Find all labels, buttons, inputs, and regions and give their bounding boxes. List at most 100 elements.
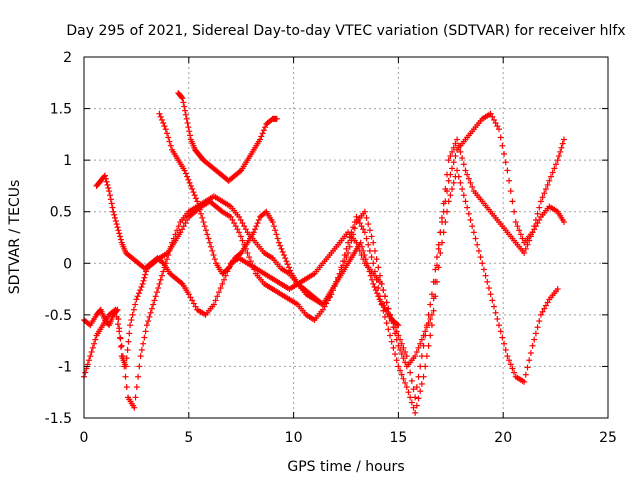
data-point bbox=[534, 210, 541, 217]
data-point bbox=[449, 186, 456, 193]
data-point bbox=[283, 258, 290, 265]
y-tick-label: -1 bbox=[58, 359, 72, 375]
data-point bbox=[531, 223, 538, 230]
data-point bbox=[236, 213, 243, 220]
data-point bbox=[445, 177, 452, 184]
data-point bbox=[368, 254, 375, 261]
data-point bbox=[237, 233, 244, 240]
data-point bbox=[557, 148, 564, 155]
data-point bbox=[413, 348, 420, 355]
data-point bbox=[555, 153, 562, 160]
data-point bbox=[158, 116, 165, 123]
data-point bbox=[135, 373, 142, 380]
data-point bbox=[465, 210, 472, 217]
data-point bbox=[489, 297, 496, 304]
data-point bbox=[490, 116, 497, 123]
y-tick-label: 0 bbox=[63, 256, 72, 272]
data-point bbox=[394, 321, 401, 328]
data-point bbox=[509, 198, 516, 205]
data-point bbox=[410, 404, 417, 411]
data-point bbox=[529, 342, 536, 349]
data-point bbox=[452, 153, 459, 160]
data-point bbox=[356, 220, 363, 227]
data-point bbox=[444, 171, 451, 178]
data-point bbox=[418, 380, 425, 387]
data-point bbox=[467, 216, 474, 223]
data-point bbox=[358, 223, 365, 230]
data-point bbox=[103, 178, 110, 185]
data-point bbox=[547, 173, 554, 180]
data-point bbox=[435, 245, 442, 252]
data-point bbox=[194, 198, 201, 205]
data-point bbox=[117, 343, 124, 350]
data-point bbox=[262, 124, 269, 131]
data-point bbox=[208, 243, 215, 250]
data-point bbox=[195, 202, 202, 209]
data-point bbox=[480, 266, 487, 273]
data-point bbox=[365, 221, 372, 228]
data-point bbox=[237, 216, 244, 223]
data-point bbox=[455, 142, 462, 149]
data-point bbox=[418, 353, 425, 360]
data-point bbox=[405, 389, 412, 396]
x-tick-label: 10 bbox=[285, 430, 303, 446]
data-point bbox=[428, 291, 435, 298]
data-point bbox=[438, 214, 445, 221]
data-point bbox=[227, 213, 234, 220]
data-point bbox=[156, 280, 163, 287]
data-point bbox=[178, 279, 185, 286]
data-point bbox=[113, 221, 120, 228]
data-point bbox=[428, 311, 435, 318]
data-point bbox=[450, 144, 457, 151]
data-point bbox=[272, 227, 279, 234]
data-point bbox=[180, 223, 187, 230]
data-point bbox=[185, 291, 192, 298]
data-point bbox=[360, 226, 367, 233]
data-point bbox=[115, 227, 122, 234]
data-point bbox=[522, 371, 529, 378]
data-point bbox=[89, 344, 96, 351]
data-point bbox=[170, 235, 177, 242]
data-point bbox=[524, 241, 531, 248]
data-point bbox=[381, 293, 388, 300]
data-point bbox=[412, 353, 419, 360]
data-point bbox=[462, 167, 469, 174]
data-point bbox=[113, 313, 120, 320]
data-point bbox=[417, 388, 424, 395]
data-point bbox=[502, 346, 509, 353]
data-point bbox=[462, 198, 469, 205]
data-point bbox=[415, 344, 422, 351]
data-point bbox=[420, 342, 427, 349]
data-point bbox=[559, 140, 566, 147]
data-point bbox=[363, 214, 370, 221]
data-point bbox=[393, 336, 400, 343]
data-point bbox=[239, 220, 246, 227]
data-point bbox=[464, 204, 471, 211]
data-point bbox=[257, 136, 264, 143]
data-point bbox=[400, 355, 407, 362]
data-point bbox=[454, 136, 461, 143]
data-point bbox=[403, 384, 410, 391]
data-point bbox=[490, 303, 497, 310]
data-point bbox=[236, 251, 243, 258]
data-point bbox=[108, 200, 115, 207]
data-point bbox=[187, 294, 194, 301]
data-point bbox=[124, 346, 131, 353]
x-tick-label: 20 bbox=[494, 430, 512, 446]
data-point bbox=[184, 120, 191, 127]
data-points bbox=[81, 90, 567, 416]
data-point bbox=[521, 249, 528, 256]
data-point bbox=[86, 357, 93, 364]
data-point bbox=[185, 176, 192, 183]
data-point bbox=[160, 120, 167, 127]
data-point bbox=[122, 373, 129, 380]
data-point bbox=[253, 223, 260, 230]
data-point bbox=[497, 134, 504, 141]
data-point bbox=[387, 332, 394, 339]
data-point bbox=[126, 330, 133, 337]
data-point bbox=[190, 300, 197, 307]
data-point bbox=[346, 243, 353, 250]
data-point bbox=[242, 226, 249, 233]
data-point bbox=[418, 336, 425, 343]
data-point bbox=[87, 353, 94, 360]
